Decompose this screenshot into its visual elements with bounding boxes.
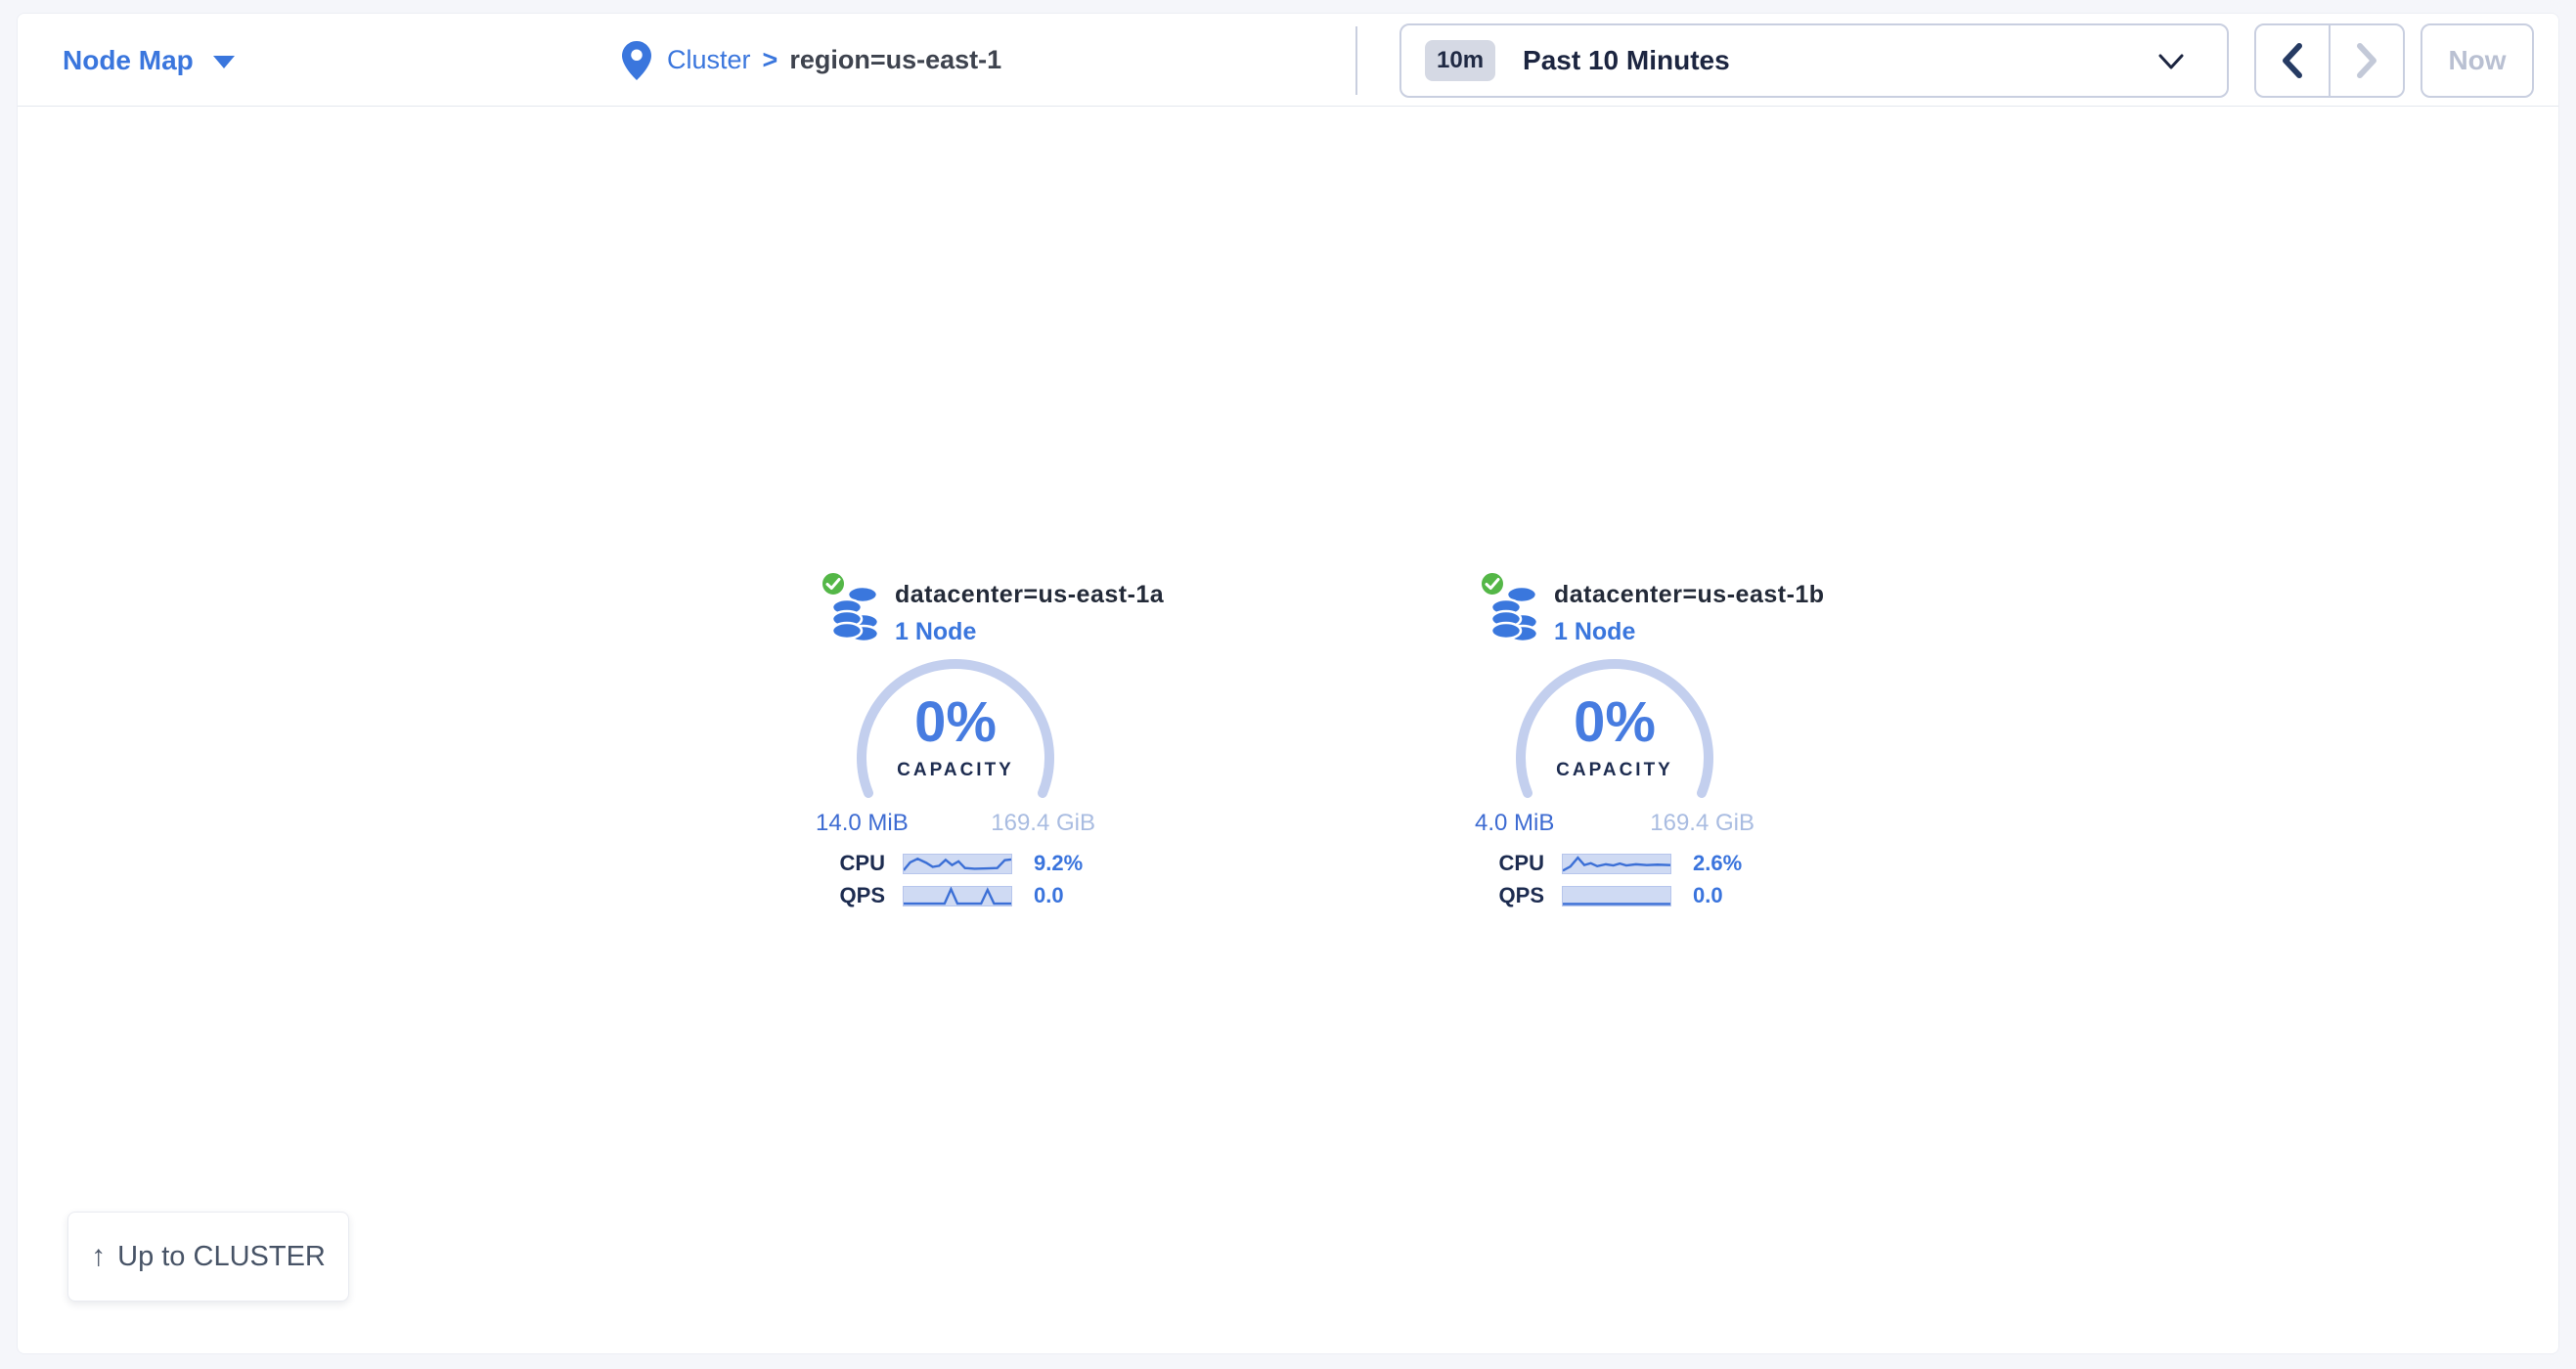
chevron-left-icon xyxy=(2283,43,2302,78)
capacity-gauge: 0% CAPACITY xyxy=(853,659,1058,798)
capacity-percent: 0% xyxy=(1574,690,1656,754)
datacenter-card-us-east-1a[interactable]: datacenter=us-east-1a 1 Node 0% CAPACITY… xyxy=(809,571,1164,908)
qps-value: 0.0 xyxy=(1693,883,1723,907)
cpu-label: CPU xyxy=(839,851,885,875)
healthy-check-icon xyxy=(1480,571,1505,596)
capacity-percent: 0% xyxy=(914,690,997,754)
capacity-used: 4.0 MiB xyxy=(1475,810,1555,836)
datacenter-icon-wrap xyxy=(821,571,879,641)
chevron-down-icon xyxy=(2158,54,2184,69)
datacenter-name: datacenter=us-east-1a xyxy=(895,581,1165,608)
time-back-button[interactable] xyxy=(2256,25,2329,96)
now-button[interactable]: Now xyxy=(2421,23,2534,98)
capacity-used: 14.0 MiB xyxy=(816,810,909,836)
cpu-row: CPU 2.6% xyxy=(1472,851,1757,876)
qps-value: 0.0 xyxy=(1034,883,1064,907)
cpu-sparkline xyxy=(903,853,1012,874)
capacity-label: CAPACITY xyxy=(1556,760,1673,780)
breadcrumb: Cluster > region=us-east-1 xyxy=(622,14,1001,107)
healthy-check-icon xyxy=(821,571,846,596)
time-range-label: Past 10 Minutes xyxy=(1523,45,1730,75)
chevron-right-icon xyxy=(2357,43,2376,78)
up-to-cluster-button[interactable]: ↑ Up to CLUSTER xyxy=(67,1212,349,1302)
cpu-sparkline xyxy=(1562,853,1671,874)
qps-row: QPS 0.0 xyxy=(813,883,1098,908)
view-selector-label: Node Map xyxy=(63,44,194,75)
datacenter-texts: datacenter=us-east-1b 1 Node xyxy=(1554,573,1825,646)
breadcrumb-cluster-link[interactable]: Cluster xyxy=(667,45,751,74)
datacenter-header: datacenter=us-east-1a 1 Node xyxy=(809,571,1164,653)
breadcrumb-separator: > xyxy=(762,45,778,74)
chevron-down-icon xyxy=(212,56,235,68)
node-count-link[interactable]: 1 Node xyxy=(1554,618,1636,645)
header-divider xyxy=(1355,26,1357,95)
time-forward-button[interactable] xyxy=(2329,25,2403,96)
capacity-values: 14.0 MiB 169.4 GiB xyxy=(816,810,1095,837)
cpu-value: 2.6% xyxy=(1693,851,1743,875)
cpu-row: CPU 9.2% xyxy=(813,851,1098,876)
location-pin-icon xyxy=(622,40,651,80)
datacenter-name: datacenter=us-east-1b xyxy=(1554,581,1825,608)
node-map-canvas: Node Map Cluster > region=us-east-1 10m … xyxy=(17,13,2559,1354)
capacity-gauge: 0% CAPACITY xyxy=(1512,659,1717,798)
capacity-arc xyxy=(857,659,1054,798)
database-stack-icon xyxy=(1491,585,1538,641)
datacenter-header: datacenter=us-east-1b 1 Node xyxy=(1468,571,1824,653)
datacenter-card-us-east-1b[interactable]: datacenter=us-east-1b 1 Node 0% CAPACITY… xyxy=(1468,571,1824,908)
capacity-label: CAPACITY xyxy=(897,760,1014,780)
time-history-nav xyxy=(2254,23,2405,98)
qps-sparkline xyxy=(1562,885,1671,906)
capacity-total: 169.4 GiB xyxy=(1650,810,1754,836)
qps-label: QPS xyxy=(1498,883,1544,907)
datacenter-texts: datacenter=us-east-1a 1 Node xyxy=(895,573,1164,646)
capacity-arc xyxy=(1516,659,1713,798)
stats-block: CPU 9.2% QPS 0.0 xyxy=(813,851,1098,908)
view-selector-dropdown[interactable]: Node Map xyxy=(63,14,235,107)
database-stack-icon xyxy=(832,585,879,641)
cpu-label: CPU xyxy=(1498,851,1544,875)
qps-label: QPS xyxy=(839,883,885,907)
arrow-up-icon: ↑ xyxy=(91,1240,107,1272)
cpu-value: 9.2% xyxy=(1034,851,1084,875)
time-range-dropdown[interactable]: 10m Past 10 Minutes xyxy=(1399,23,2229,98)
time-range-badge: 10m xyxy=(1425,40,1496,81)
stats-block: CPU 2.6% QPS 0.0 xyxy=(1472,851,1757,908)
breadcrumb-current: region=us-east-1 xyxy=(789,45,1002,74)
qps-row: QPS 0.0 xyxy=(1472,883,1757,908)
node-count-link[interactable]: 1 Node xyxy=(895,618,977,645)
capacity-values: 4.0 MiB 169.4 GiB xyxy=(1475,810,1754,837)
datacenter-icon-wrap xyxy=(1480,571,1538,641)
header-bar: Node Map Cluster > region=us-east-1 10m … xyxy=(18,14,2558,107)
up-to-cluster-label: Up to CLUSTER xyxy=(117,1240,326,1272)
capacity-total: 169.4 GiB xyxy=(991,810,1095,836)
qps-sparkline xyxy=(903,885,1012,906)
